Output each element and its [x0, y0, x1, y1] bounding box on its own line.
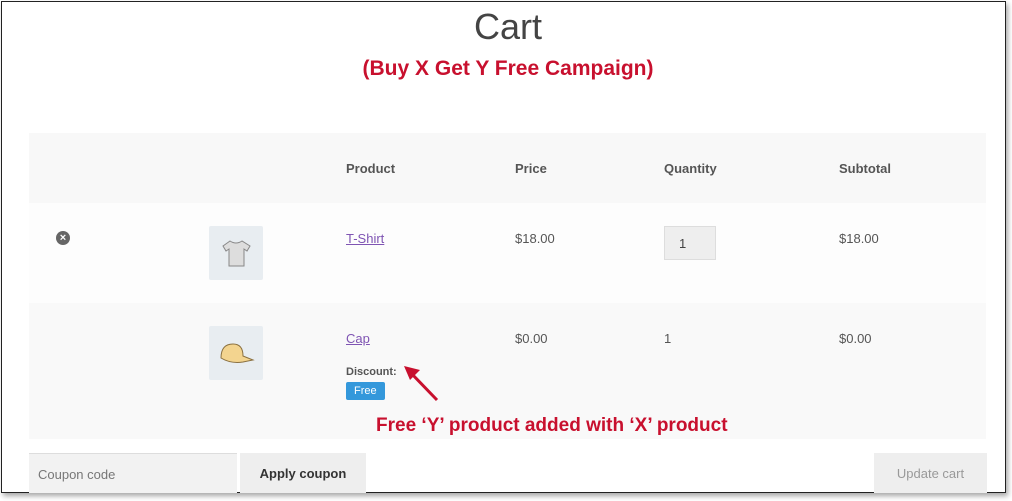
tshirt-icon	[222, 240, 251, 267]
subtotal: $18.00	[839, 231, 879, 246]
header-quantity: Quantity	[664, 161, 717, 176]
coupon-code-input[interactable]: Coupon code	[29, 453, 237, 493]
discount-label: Discount:	[346, 366, 397, 378]
table-row: × T-Shirt $18.00 1 $18.00	[29, 203, 986, 303]
table-header: Product Price Quantity Subtotal	[29, 133, 986, 203]
apply-coupon-button[interactable]: Apply coupon	[240, 453, 366, 493]
remove-item-icon[interactable]: ×	[56, 231, 70, 245]
header-price: Price	[515, 161, 547, 176]
annotation-text: Free ‘Y’ product added with ‘X’ product	[376, 415, 728, 436]
free-badge: Free	[346, 382, 385, 400]
quantity: 1	[664, 331, 672, 346]
update-cart-button[interactable]: Update cart	[874, 453, 987, 493]
tshirt-thumbnail[interactable]	[209, 226, 263, 280]
cap-thumbnail[interactable]	[209, 326, 263, 380]
product-link-cap[interactable]: Cap	[346, 331, 370, 346]
quantity-input[interactable]: 1	[664, 226, 716, 260]
header-product: Product	[346, 161, 396, 176]
cap-icon	[220, 343, 255, 363]
price: $18.00	[515, 231, 555, 246]
page-title: Cart	[473, 6, 542, 47]
annotation-arrow-icon	[404, 366, 439, 402]
subtotal: $0.00	[839, 331, 872, 346]
table-row: Cap Discount: Free $0.00 1 $0.00	[29, 303, 986, 439]
product-link-tshirt[interactable]: T-Shirt	[346, 231, 385, 246]
page-subtitle: (Buy X Get Y Free Campaign)	[362, 57, 654, 80]
price: $0.00	[515, 331, 548, 346]
header-subtotal: Subtotal	[839, 161, 891, 176]
